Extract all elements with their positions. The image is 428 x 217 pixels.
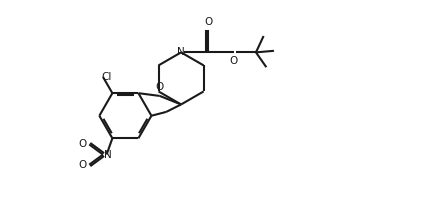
Text: O: O — [78, 140, 86, 150]
Text: O: O — [204, 17, 212, 27]
Text: O: O — [156, 82, 164, 92]
Text: O: O — [229, 56, 238, 66]
Text: Cl: Cl — [101, 72, 112, 82]
Text: N: N — [177, 47, 185, 57]
Text: O: O — [78, 160, 86, 170]
Text: N: N — [104, 150, 112, 159]
